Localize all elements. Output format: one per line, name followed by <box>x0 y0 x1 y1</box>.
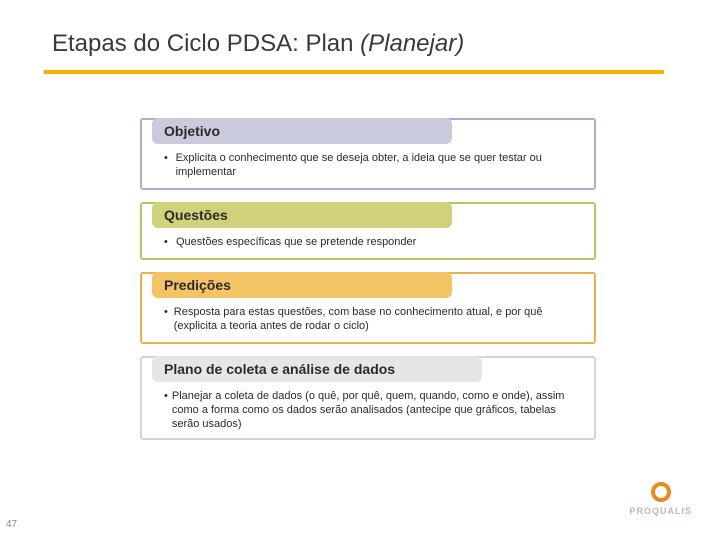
slide: Etapas do Ciclo PDSA: Plan (Planejar) Ob… <box>0 0 720 540</box>
block-body-plano: •Planejar a coleta de dados (o quê, por … <box>164 390 582 431</box>
bullet-text: Resposta para estas questões, com base n… <box>174 306 582 334</box>
bullet-icon: • <box>164 236 172 250</box>
bullet-item: •Planejar a coleta de dados (o quê, por … <box>164 390 582 431</box>
title-underline <box>44 70 664 74</box>
block-header-questoes: Questões <box>152 202 452 228</box>
block-objetivo: Objetivo •Explicita o conhecimento que se… <box>140 118 596 190</box>
logo-text: PROQUALIS <box>629 506 692 516</box>
bullet-text: Questões específicas que se pretende res… <box>176 236 416 250</box>
block-header-objetivo: Objetivo <box>152 118 452 144</box>
bullet-text: Planejar a coleta de dados (o quê, por q… <box>172 390 582 431</box>
bullet-item: • Questões específicas que se pretende re… <box>164 236 582 250</box>
bullet-text: Explicita o conhecimento que se deseja o… <box>176 152 582 180</box>
block-body-predicoes: •Resposta para estas questões, com base … <box>164 306 582 334</box>
bullet-item: •Resposta para estas questões, com base … <box>164 306 582 334</box>
title-italic: (Planejar) <box>360 30 464 57</box>
bullet-icon: • <box>164 306 170 334</box>
slide-title: Etapas do Ciclo PDSA: Plan (Planejar) <box>52 30 464 58</box>
page-number: 47 <box>6 519 17 530</box>
block-plano: Plano de coleta e análise de dados •Plane… <box>140 356 596 440</box>
logo: PROQUALIS <box>629 480 692 516</box>
block-body-questoes: • Questões específicas que se pretende re… <box>164 236 582 250</box>
block-body-objetivo: •Explicita o conhecimento que se deseja … <box>164 152 582 180</box>
block-predicoes: Predições •Resposta para estas questões, … <box>140 272 596 344</box>
title-prefix: Etapas do Ciclo PDSA: Plan <box>52 30 360 57</box>
block-questoes: Questões • Questões específicas que se pre… <box>140 202 596 260</box>
bullet-icon: • <box>164 390 168 431</box>
block-header-predicoes: Predições <box>152 272 452 298</box>
bullet-item: •Explicita o conhecimento que se deseja … <box>164 152 582 180</box>
block-header-plano: Plano de coleta e análise de dados <box>152 356 482 382</box>
bullet-icon: • <box>164 152 172 180</box>
logo-ring-icon <box>649 480 673 504</box>
